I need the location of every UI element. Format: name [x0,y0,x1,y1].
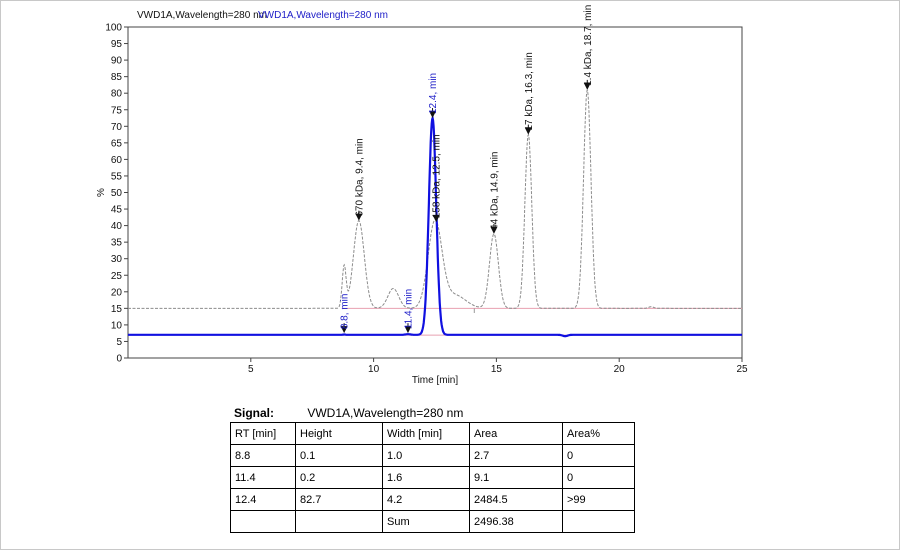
peak-annotation-blue-marker [429,111,437,119]
peak-annotation-gray-marker [583,82,591,90]
y-tick-label: 85 [111,72,123,83]
x-tick-label: 20 [614,364,626,375]
cell-area: 9.1 [469,466,563,489]
cell-height: 82.7 [295,488,383,511]
peak-annotation-blue-label: 11.4, min [403,289,414,329]
signal-label: Signal: [234,406,275,420]
y-tick-label: 70 [111,122,123,133]
peak-annotation-blue-label: 12.4, min [428,73,439,114]
x-tick-label: 25 [736,364,748,375]
y-tick-label: 55 [111,171,123,182]
cell-height: 0.2 [295,466,383,489]
x-tick-label: 15 [491,364,503,375]
peak-annotation-blue-marker [340,326,348,334]
cell-area: 2.7 [469,444,563,467]
y-tick-label: 90 [111,56,123,67]
signal-value: VWD1A,Wavelength=280 nm [307,406,464,420]
x-tick-label: 10 [368,364,380,375]
peak-annotation-gray-marker [432,215,440,223]
legend-gray-label: VWD1A,Wavelength=280 nm [137,10,267,21]
y-tick-label: 50 [111,188,123,199]
table-row: 11.4 0.2 1.6 9.1 0 [230,466,635,489]
peak-annotation-gray-label: 1.4 kDa, 18.7, min [583,5,594,86]
y-tick-label: 20 [111,287,123,298]
y-tick-label: 0 [116,354,122,365]
y-axis-label: % [96,188,107,197]
cell-area-percent: 0 [562,466,635,489]
y-tick-label: 75 [111,105,123,116]
cell-sum-value: 2496.38 [469,510,563,533]
x-tick-label: 5 [248,364,254,375]
cell-rt: 8.8 [230,444,296,467]
y-tick-label: 5 [116,337,122,348]
cell-area: 2484.5 [469,488,563,511]
y-tick-label: 40 [111,221,123,232]
y-tick-label: 65 [111,138,123,149]
y-tick-label: 10 [111,320,123,331]
table-header-row: RT [min] Height Width [min] Area Area% [230,422,635,445]
header-area: Area [469,422,563,445]
cell-sum-label: Sum [382,510,470,533]
y-tick-label: 95 [111,39,123,50]
y-tick-label: 25 [111,271,123,282]
header-width: Width [min] [382,422,470,445]
results-table: RT [min] Height Width [min] Area Area% 8… [230,422,635,533]
y-tick-label: 100 [105,23,122,34]
header-area-percent: Area% [562,422,635,445]
peak-annotation-gray-label: 670 kDa, 9.4, min [354,138,365,216]
peak-annotation-blue-label: 8.8, min [340,294,351,330]
cell-area-percent: >99 [562,488,635,511]
header-rt: RT [min] [230,422,296,445]
y-tick-label: 15 [111,304,123,315]
peak-annotation-gray-marker [524,127,532,135]
y-tick-label: 45 [111,205,123,216]
y-tick-label: 30 [111,254,123,265]
cell-width: 1.0 [382,444,470,467]
cell-rt: 11.4 [230,466,296,489]
signal-row: Signal: VWD1A,Wavelength=280 nm [234,406,463,420]
table-row: 12.4 82.7 4.2 2484.5 >99 [230,488,635,511]
x-axis-label: Time [min] [412,375,459,386]
header-height: Height [295,422,383,445]
chromatogram-chart: 0 5 10 15 20 25 30 35 40 45 50 55 60 65 70 75 80 85 90 95 10… [96,5,748,386]
cell-empty [562,510,635,533]
cell-width: 1.6 [382,466,470,489]
cell-area-percent: 0 [562,444,635,467]
table-sum-row: Sum 2496.38 [230,510,635,533]
cell-height: 0.1 [295,444,383,467]
cell-empty [295,510,383,533]
table-row: 8.8 0.1 1.0 2.7 0 [230,444,635,467]
y-tick-label: 80 [111,89,123,100]
peak-annotation-gray-label: 158 kDa, 12.5, min [432,134,443,218]
legend-blue-label: VWD1A,Wavelength=280 nm [258,10,388,21]
y-tick-label: 60 [111,155,123,166]
y-tick-label: 35 [111,238,123,249]
peak-annotation-gray-label: 44 kDa, 14.9, min [489,152,500,230]
peak-annotation-gray-label: 17 kDa, 16.3, min [524,52,535,130]
series-line-blue [128,114,742,338]
cell-rt: 12.4 [230,488,296,511]
cell-empty [230,510,296,533]
cell-width: 4.2 [382,488,470,511]
peak-annotation-blue-marker [404,326,412,334]
peak-annotation-gray-marker [490,226,498,234]
peak-annotation-gray-marker [355,213,363,221]
